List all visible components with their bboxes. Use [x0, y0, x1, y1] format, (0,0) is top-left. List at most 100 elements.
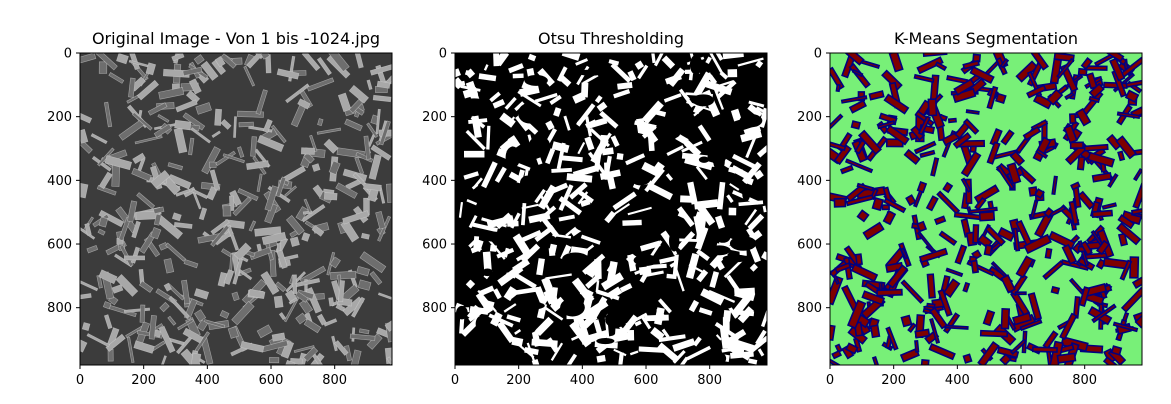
void-shape [669, 230, 680, 252]
foreground-shape [576, 316, 591, 343]
crystal-shape [309, 134, 318, 153]
cluster-shape [885, 326, 899, 351]
foreground-shape [475, 292, 494, 314]
foreground-shape [551, 167, 572, 173]
foreground-shape [639, 240, 661, 252]
cluster-shape [881, 69, 903, 91]
foreground-shape [511, 336, 524, 347]
crystal-shape [295, 206, 309, 222]
cluster-shape [1042, 260, 1065, 281]
crystal-shape [80, 110, 93, 124]
foreground-shape [700, 288, 725, 306]
void-shape [692, 94, 715, 107]
cluster-shape [1077, 67, 1088, 77]
crystal-shape [280, 340, 295, 359]
foreground-shape [582, 73, 599, 85]
void-shape [482, 231, 510, 242]
crystal-shape [219, 310, 230, 319]
foreground-shape [552, 233, 572, 239]
crystal-shape [232, 196, 252, 217]
foreground-shape [606, 261, 616, 273]
cluster-shape [918, 247, 949, 264]
cluster-shape [868, 90, 885, 101]
void-shape [520, 175, 535, 191]
void-shape [520, 302, 545, 310]
cluster-shape [1029, 199, 1039, 219]
foreground-shape [489, 244, 497, 252]
y-tick-label: 600 [422, 238, 447, 253]
cluster-shape [928, 343, 956, 361]
panel-2: Otsu Thresholding 0 200 400 600 800 0 200 400 600… [422, 29, 768, 388]
foreground-shape [743, 176, 754, 186]
cluster-shape [862, 221, 885, 241]
x-tick-label: 800 [697, 373, 722, 388]
crystal-shape [350, 349, 362, 365]
foreground-shape [508, 116, 516, 124]
foreground-shape [641, 124, 657, 139]
cluster-shape [969, 65, 995, 85]
crystal-shape [303, 152, 315, 164]
panel-3: K-Means Segmentation 0 200 400 600 800 0 200 400… [797, 29, 1143, 388]
crystal-shape [131, 111, 153, 131]
crystal-shape [80, 277, 99, 292]
y-tick-label: 400 [47, 174, 72, 189]
foreground-shape [537, 205, 557, 223]
foreground-shape [665, 173, 674, 182]
crystal-shape [303, 346, 319, 362]
cluster-shape [1110, 345, 1123, 356]
crystal-shape [328, 53, 350, 72]
cluster-shape [1015, 255, 1035, 279]
foreground-shape [612, 191, 637, 211]
crystal-shape [190, 127, 211, 144]
crystal-shape [115, 274, 139, 297]
foreground-shape [584, 119, 597, 128]
crystal-shape [102, 301, 112, 310]
cluster-shape [1012, 227, 1021, 252]
cluster-shape [916, 56, 944, 75]
cluster-shape [854, 139, 867, 155]
cluster-shape [854, 253, 863, 266]
crystal-shape [200, 60, 219, 81]
foreground-shape [716, 79, 737, 99]
crystal-shape [136, 79, 160, 101]
foreground-shape [688, 263, 705, 274]
foreground-shape [683, 139, 702, 158]
crystal-shape [297, 98, 311, 110]
foreground-shape [645, 270, 664, 278]
foreground-shape [478, 285, 495, 297]
cluster-shape [914, 339, 920, 353]
cluster-shape [954, 244, 968, 265]
cluster-shape [846, 299, 867, 330]
cluster-shape [845, 342, 859, 355]
foreground-shape [545, 182, 569, 196]
crystal-shape [254, 226, 282, 237]
cluster-shape [930, 157, 940, 177]
cluster-shape [1102, 356, 1119, 365]
cluster-shape [944, 324, 969, 330]
crystal-shape [369, 62, 392, 76]
cluster-shape [1044, 247, 1053, 259]
foreground-shape [601, 147, 614, 156]
foreground-shape [650, 53, 656, 64]
foreground-shape [599, 169, 621, 180]
void-shape [729, 236, 757, 251]
crystal-shape [98, 171, 113, 190]
cluster-shape [844, 158, 874, 174]
crystal-shape [173, 127, 188, 154]
crystal-shape [278, 312, 287, 321]
crystal-shape [182, 327, 204, 344]
foreground-shape [753, 169, 764, 180]
foreground-shape [576, 103, 596, 127]
cluster-shape [942, 278, 961, 298]
cluster-shape [947, 117, 957, 124]
foreground-shape [465, 279, 476, 289]
crystal-shape [274, 281, 287, 293]
foreground-shape [664, 73, 682, 85]
foreground-shape [463, 150, 485, 158]
crystal-shape [183, 259, 199, 269]
cluster-shape [833, 144, 852, 166]
cluster-shape [942, 181, 954, 194]
crystal-shape [165, 242, 187, 262]
foreground-shape [708, 53, 723, 73]
foreground-shape [698, 307, 713, 316]
